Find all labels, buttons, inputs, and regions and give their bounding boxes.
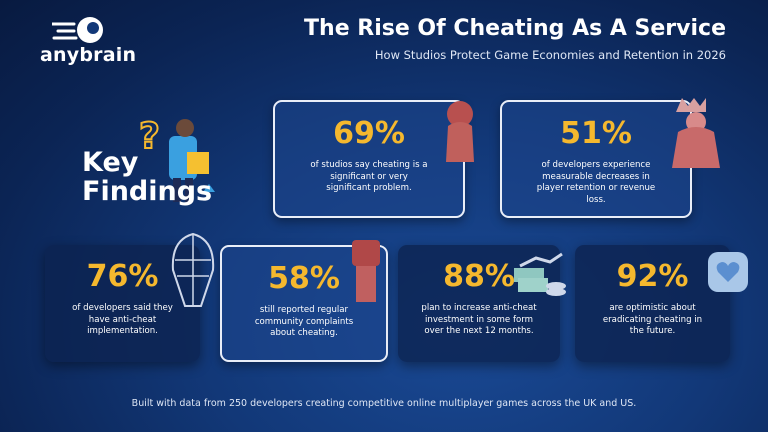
footer: Built with data from 250 developers crea… xyxy=(131,398,637,409)
stat: 88% xyxy=(443,259,515,294)
subtitle: How Studios Protect Game Economies and R… xyxy=(374,48,726,62)
stat: 51% xyxy=(560,116,632,151)
finding-card: 88% plan to increase anti-cheat investme… xyxy=(398,245,560,362)
illustration: ? xyxy=(138,115,215,202)
money-icon xyxy=(514,252,566,296)
rook-icon xyxy=(352,240,380,302)
svg-text:?: ? xyxy=(139,116,160,157)
queen-icon xyxy=(672,98,720,168)
finding-text: plan to increase anti-cheat investment i… xyxy=(421,303,537,336)
key-findings-line: Findings xyxy=(82,176,213,207)
logo-icon xyxy=(52,17,103,43)
finding-card: 76% of developers said they have anti-ch… xyxy=(45,245,200,362)
key-findings-line: Key xyxy=(82,147,139,178)
finding-text: of studios say cheating is a significant… xyxy=(310,160,428,193)
finding-text: are optimistic about eradicating cheatin… xyxy=(602,303,703,336)
stat: 76% xyxy=(86,259,159,294)
pawn-icon xyxy=(446,101,474,162)
title: The Rise Of Cheating As A Service xyxy=(304,16,726,41)
fortress-icon xyxy=(171,232,215,307)
logo: anybrain xyxy=(40,44,137,66)
finding-card: 92% are optimistic about eradicating che… xyxy=(575,245,730,362)
heart-icon xyxy=(708,252,748,292)
stat: 58% xyxy=(268,261,340,296)
finding-card: 69% of studios say cheating is a signifi… xyxy=(273,100,465,218)
finding-text: of developers said they have anti-cheat … xyxy=(72,303,173,336)
finding-card: 58% still reported regular community com… xyxy=(220,245,388,362)
stat: 69% xyxy=(333,116,405,151)
stat: 92% xyxy=(616,259,689,294)
finding-text: of developers experience measurable decr… xyxy=(536,160,656,205)
finding-text: still reported regular community complai… xyxy=(254,305,354,338)
